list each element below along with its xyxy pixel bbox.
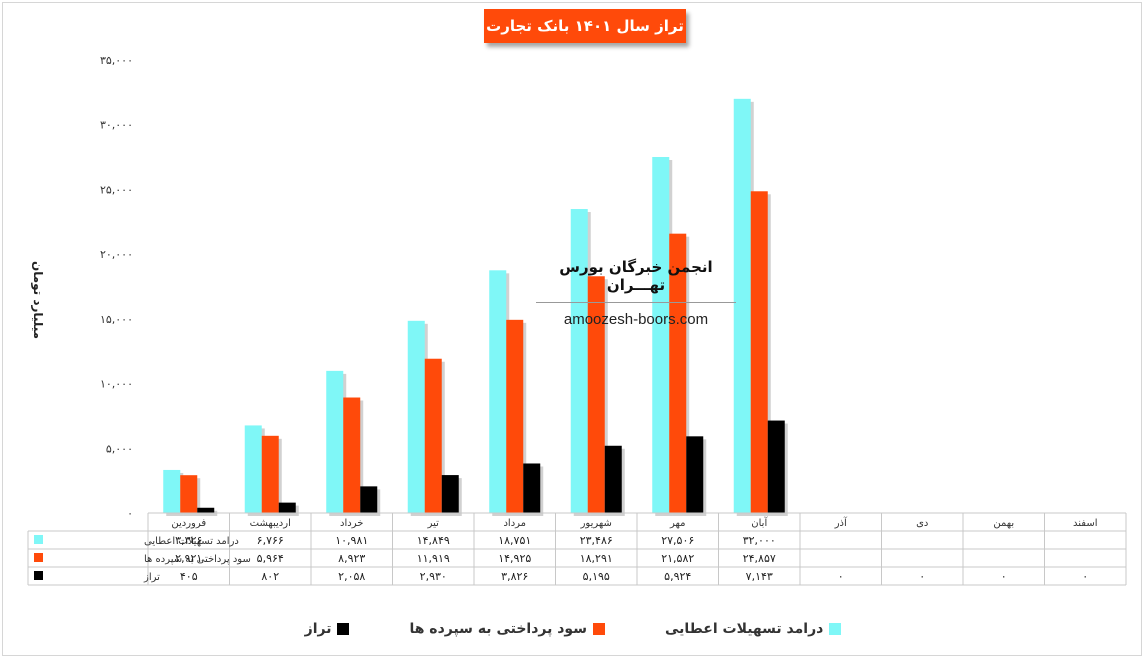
data-value-label: ۵,۹۶۴ <box>257 552 284 565</box>
bar <box>523 463 541 513</box>
data-value-label: ۰ <box>1082 570 1088 583</box>
data-value-label: ۲,۰۵۸ <box>338 570 365 583</box>
x-tick-label: تیر <box>427 518 440 529</box>
data-value-label: ۱۰,۹۸۱ <box>335 534 368 547</box>
x-tick-label: شهریور <box>580 518 612 529</box>
bar <box>750 191 768 513</box>
data-value-label: ۳۲,۰۰۰ <box>743 534 776 547</box>
bar <box>669 233 687 514</box>
chart-title: تراز سال ۱۴۰۱ بانک تجارت <box>484 9 686 43</box>
legend-swatch-interest <box>592 623 605 635</box>
watermark-title: انجمن خبرگان بورس تهـــران <box>536 258 736 303</box>
x-tick-label: بهمن <box>993 518 1014 529</box>
x-tick-label: مرداد <box>503 518 526 529</box>
legend-label-balance: تراز <box>304 621 332 637</box>
data-value-label: ۷,۱۴۳ <box>746 570 773 583</box>
data-value-label: ۱۸,۷۵۱ <box>498 534 531 547</box>
bar <box>278 502 296 513</box>
data-value-label: ۴۰۵ <box>180 570 198 583</box>
legend-label-income: درامد تسهیلات اعطایی <box>664 621 824 637</box>
y-tick-label: ۳۵,۰۰۰ <box>100 54 133 67</box>
data-value-label: ۸,۹۲۳ <box>338 552 365 565</box>
x-tick-label: مهر <box>669 518 685 529</box>
y-tick-label: ۰ <box>127 507 133 520</box>
bar <box>343 397 361 513</box>
data-value-label: ۲,۹۳۰ <box>420 570 447 583</box>
bar <box>686 436 704 513</box>
x-tick-label: خرداد <box>340 518 363 529</box>
data-value-label: ۱۴,۸۴۹ <box>417 534 450 547</box>
data-value-label: ۳,۸۲۶ <box>501 570 528 583</box>
data-value-label: ۰ <box>919 570 925 583</box>
x-tick-label: اسفند <box>1073 518 1097 529</box>
data-value-label: ۸۰۲ <box>261 570 279 583</box>
data-value-label: ۲۱,۵۸۲ <box>661 552 694 565</box>
data-value-label: ۰ <box>1001 570 1007 583</box>
bar <box>767 420 785 513</box>
data-value-label: ۱۸,۲۹۱ <box>580 552 613 565</box>
data-value-label: ۶,۷۶۶ <box>257 534 284 547</box>
bar <box>261 435 279 513</box>
data-value-label: ۱۴,۹۲۵ <box>498 552 531 565</box>
y-tick-label: ۳۰,۰۰۰ <box>100 119 133 132</box>
table-swatch <box>34 571 43 580</box>
x-tick-label: دی <box>916 518 928 529</box>
x-tick-label: اردیبهشت <box>250 518 291 529</box>
bar <box>180 475 198 513</box>
bar <box>733 98 751 513</box>
data-value-label: ۵,۹۲۴ <box>664 570 691 583</box>
chart-legend: درامد تسهیلات اعطایی سود پرداختی به سپرد… <box>0 618 1146 640</box>
data-value-label: ۲۳,۴۸۶ <box>580 534 613 547</box>
y-tick-label: ۵,۰۰۰ <box>106 442 133 455</box>
legend-item-interest: سود پرداختی به سپرده ها <box>409 618 605 640</box>
bar <box>489 270 507 513</box>
bar-chart: ۰ ۵,۰۰۰ ۱۰,۰۰۰ ۱۵,۰۰۰ ۲۰,۰۰۰ ۲۵,۰۰۰ ۳۰,۰۰۰ ۳۵,۰… <box>27 54 1127 586</box>
data-value-label: ۲,۹۲۱ <box>175 552 202 565</box>
table-series-name: سود پرداختی به سپرده ها <box>144 554 251 565</box>
y-tick-label: ۲۰,۰۰۰ <box>100 248 133 261</box>
data-value-label: ۱۱,۹۱۹ <box>417 552 450 565</box>
y-tick-label: ۱۰,۰۰۰ <box>100 378 133 391</box>
data-value-label: ۳,۳۲۶ <box>175 534 202 547</box>
y-tick-label: ۲۵,۰۰۰ <box>100 183 133 196</box>
table-swatch <box>34 535 43 544</box>
bar <box>360 486 378 513</box>
bar <box>604 445 622 513</box>
bar <box>163 469 181 513</box>
x-tick-label: فروردین <box>171 518 206 529</box>
bar <box>197 507 215 513</box>
legend-item-income: درامد تسهیلات اعطایی <box>664 618 842 640</box>
bar <box>506 319 524 513</box>
bar <box>407 320 425 513</box>
y-tick-label: ۱۵,۰۰۰ <box>100 313 133 326</box>
table-swatch <box>34 553 43 562</box>
data-value-label: ۵,۱۹۵ <box>583 570 610 583</box>
legend-swatch-balance <box>337 623 350 635</box>
bar <box>570 209 588 514</box>
bar <box>326 370 344 513</box>
x-tick-label: آبان <box>751 516 768 529</box>
legend-swatch-income <box>829 623 842 635</box>
data-value-label: ۲۴,۸۵۷ <box>743 552 776 565</box>
legend-item-balance: تراز <box>305 618 350 640</box>
data-value-label: ۲۷,۵۰۶ <box>661 534 694 547</box>
table-series-name: درامد تسهیلات اعطایی <box>144 536 239 547</box>
data-value-label: ۰ <box>838 570 844 583</box>
watermark-url: amoozesh-boors.com <box>563 311 709 328</box>
bar <box>441 475 459 513</box>
bar <box>587 276 605 513</box>
watermark: انجمن خبرگان بورس تهـــران amoozesh-boor… <box>536 258 736 328</box>
bar <box>424 358 442 513</box>
table-series-name: تراز <box>143 572 160 583</box>
legend-label-interest: سود پرداختی به سپرده ها <box>409 621 587 637</box>
bar <box>652 156 670 513</box>
x-tick-label: آذر <box>834 516 848 529</box>
bar <box>244 425 262 513</box>
